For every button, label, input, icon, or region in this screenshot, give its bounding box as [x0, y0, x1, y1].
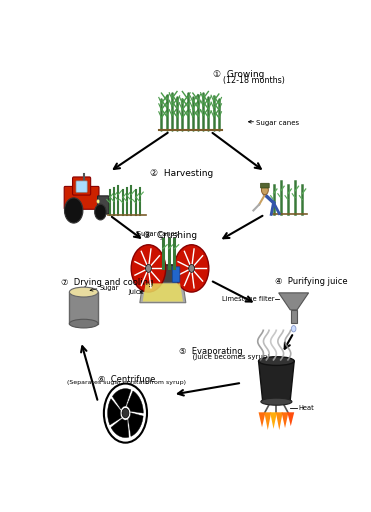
Circle shape: [97, 199, 99, 203]
Polygon shape: [259, 412, 266, 428]
Circle shape: [189, 265, 194, 272]
Text: Limestone filter: Limestone filter: [223, 296, 275, 302]
Ellipse shape: [69, 319, 98, 328]
Circle shape: [145, 265, 151, 272]
Polygon shape: [259, 361, 294, 400]
Text: Heat: Heat: [298, 406, 314, 411]
Text: ④  Purifying juice: ④ Purifying juice: [275, 278, 348, 287]
Text: Juice: Juice: [128, 289, 144, 295]
Circle shape: [131, 245, 166, 292]
Polygon shape: [127, 391, 143, 413]
Circle shape: [104, 383, 147, 443]
Polygon shape: [111, 419, 129, 438]
FancyBboxPatch shape: [76, 181, 87, 193]
Polygon shape: [264, 412, 271, 430]
Text: (Separates sugar crystals from syrup): (Separates sugar crystals from syrup): [68, 380, 186, 386]
FancyBboxPatch shape: [291, 310, 296, 323]
FancyBboxPatch shape: [69, 292, 98, 324]
Text: ②  Harvesting: ② Harvesting: [150, 169, 213, 179]
Text: ①  Growing: ① Growing: [213, 70, 265, 79]
Text: ⑤  Evaporating: ⑤ Evaporating: [179, 347, 242, 356]
Polygon shape: [108, 399, 121, 425]
Polygon shape: [140, 283, 186, 303]
Text: (Juice becomes syrup): (Juice becomes syrup): [179, 353, 270, 359]
FancyBboxPatch shape: [64, 186, 99, 209]
Circle shape: [291, 326, 296, 332]
Polygon shape: [112, 389, 131, 409]
Polygon shape: [270, 412, 277, 429]
Ellipse shape: [261, 398, 292, 405]
Circle shape: [65, 198, 83, 223]
Circle shape: [122, 409, 129, 418]
FancyBboxPatch shape: [260, 183, 269, 188]
FancyBboxPatch shape: [172, 267, 180, 282]
Text: (12-18 months): (12-18 months): [213, 76, 285, 85]
Polygon shape: [282, 412, 289, 428]
Polygon shape: [287, 412, 294, 426]
Polygon shape: [279, 293, 309, 310]
Ellipse shape: [69, 287, 98, 297]
Text: ③  Crushing: ③ Crushing: [143, 231, 197, 240]
Text: ⑦  Drying and cooling: ⑦ Drying and cooling: [61, 279, 153, 287]
Text: Sugar canes: Sugar canes: [137, 231, 178, 237]
Circle shape: [95, 204, 106, 220]
FancyBboxPatch shape: [73, 177, 91, 195]
FancyBboxPatch shape: [98, 196, 109, 214]
Circle shape: [262, 185, 268, 195]
Ellipse shape: [259, 357, 294, 366]
FancyBboxPatch shape: [150, 265, 190, 285]
Polygon shape: [143, 284, 183, 302]
Text: Sugar: Sugar: [99, 285, 119, 291]
Text: Sugar canes: Sugar canes: [256, 119, 299, 125]
Polygon shape: [128, 413, 143, 436]
Polygon shape: [276, 412, 283, 430]
Circle shape: [174, 245, 209, 292]
Text: ⑥  Centrifuge: ⑥ Centrifuge: [98, 375, 155, 384]
